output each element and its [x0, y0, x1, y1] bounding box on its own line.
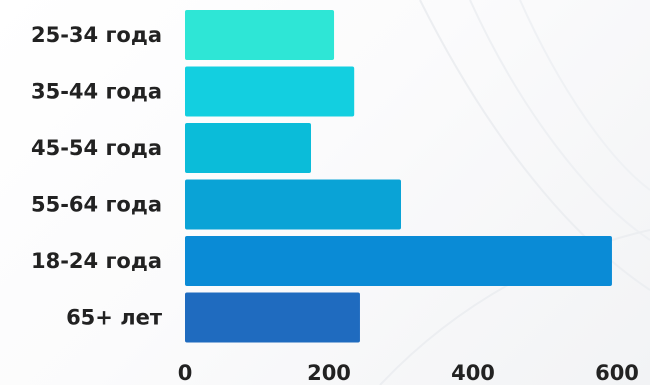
category-label-4: 18-24 года — [31, 249, 162, 273]
category-label-2: 45-54 года — [31, 136, 162, 160]
category-label-3: 55-64 года — [31, 193, 162, 217]
x-tick-label-1: 200 — [307, 361, 351, 385]
category-label-1: 35-44 года — [31, 80, 162, 104]
bar-4 — [185, 236, 612, 286]
x-tick-label-2: 400 — [451, 361, 495, 385]
bar-1 — [185, 66, 355, 117]
bar-2 — [185, 123, 311, 173]
x-tick-label-3: 600 — [595, 361, 639, 385]
bar-0 — [185, 10, 335, 60]
category-label-0: 25-34 года — [31, 23, 162, 47]
bar-3 — [185, 179, 401, 230]
x-tick-label-0: 0 — [178, 361, 193, 385]
bar-5 — [185, 292, 360, 343]
category-label-5: 65+ лет — [66, 306, 163, 330]
